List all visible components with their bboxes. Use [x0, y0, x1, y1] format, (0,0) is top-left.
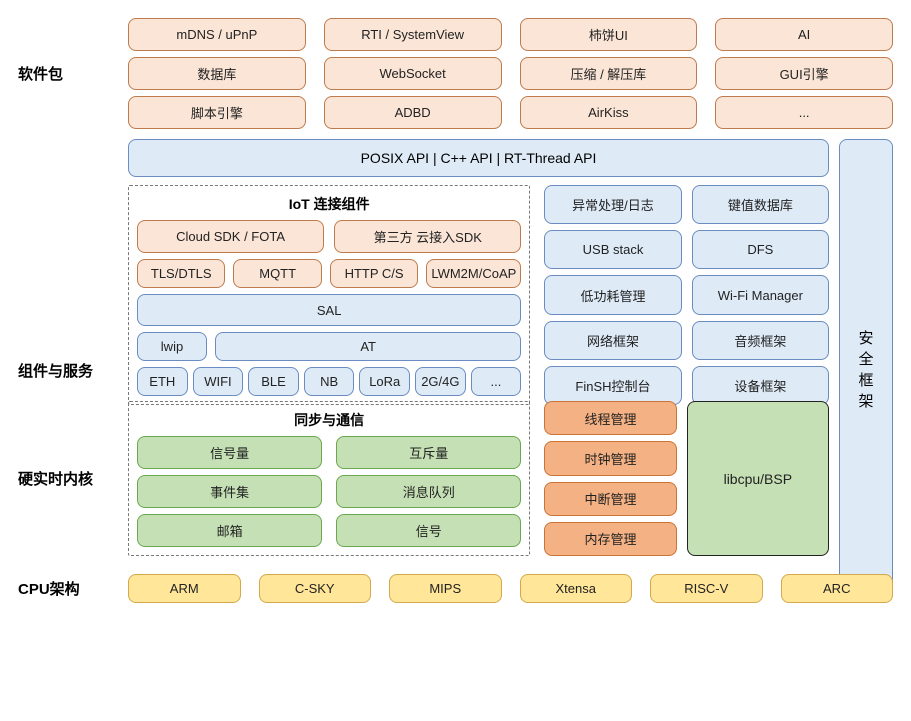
pkg-cell: 压缩 / 解压库: [520, 57, 698, 90]
iot-phy: ETH: [137, 367, 188, 396]
sync-cell: 信号量: [137, 436, 322, 469]
sync-cell: 邮箱: [137, 514, 322, 547]
row-kernel: 硬实时内核 同步与通信 信号量 事件集 邮箱 互斥量 消息队列 信号: [18, 401, 829, 556]
iot-phy: BLE: [248, 367, 299, 396]
kernel-cell: 中断管理: [544, 482, 676, 516]
iot-sal: SAL: [137, 294, 521, 326]
iot-phy: NB: [304, 367, 355, 396]
kernel-content: 同步与通信 信号量 事件集 邮箱 互斥量 消息队列 信号: [128, 401, 829, 556]
pkg-cell: AI: [715, 18, 893, 51]
pkg-cell: WebSocket: [324, 57, 502, 90]
security-text: 安 全 框 架: [858, 328, 873, 412]
libcpu-pill: libcpu/BSP: [687, 401, 829, 556]
kernel-cell: 内存管理: [544, 522, 676, 556]
cpu-grid: ARM C-SKY MIPS Xtensa RISC-V ARC: [128, 574, 893, 603]
pkg-cell: mDNS / uPnP: [128, 18, 306, 51]
svc-cell: FinSH控制台: [544, 366, 681, 405]
iot-phy: LoRa: [359, 367, 410, 396]
row-cpu: CPU架构 ARM C-SKY MIPS Xtensa RISC-V ARC: [18, 574, 893, 603]
kernel-cell: 线程管理: [544, 401, 676, 435]
svc-cell: 音频框架: [692, 321, 829, 360]
pkg-cell: GUI引擎: [715, 57, 893, 90]
iot-title: IoT 连接组件: [137, 192, 521, 220]
pkg-cell: AirKiss: [520, 96, 698, 129]
label-cpu: CPU架构: [18, 574, 128, 603]
pkg-cell: 柿饼UI: [520, 18, 698, 51]
sync-box: 同步与通信 信号量 事件集 邮箱 互斥量 消息队列 信号: [128, 401, 530, 556]
iot-cell: MQTT: [233, 259, 321, 288]
label-kernel: 硬实时内核: [18, 401, 128, 556]
sync-cell: 消息队列: [336, 475, 521, 508]
svc-cell: USB stack: [544, 230, 681, 269]
iot-cell: 第三方 云接入SDK: [334, 220, 521, 253]
iot-lwip: lwip: [137, 332, 207, 361]
cpu-cell: C-SKY: [259, 574, 372, 603]
svc-cell: 网络框架: [544, 321, 681, 360]
iot-cell: TLS/DTLS: [137, 259, 225, 288]
svc-cell: 设备框架: [692, 366, 829, 405]
svc-cell: Wi-Fi Manager: [692, 275, 829, 314]
packages-grid: mDNS / uPnP RTI / SystemView 柿饼UI AI 数据库…: [128, 18, 893, 129]
iot-at: AT: [215, 332, 521, 361]
iot-cell: HTTP C/S: [330, 259, 418, 288]
cpu-cell: MIPS: [389, 574, 502, 603]
api-bar: POSIX API | C++ API | RT-Thread API: [128, 139, 829, 177]
iot-phy: ...: [471, 367, 522, 396]
svc-cell: 键值数据库: [692, 185, 829, 224]
sync-cell: 事件集: [137, 475, 322, 508]
pkg-cell: RTI / SystemView: [324, 18, 502, 51]
cpu-cell: Xtensa: [520, 574, 633, 603]
pkg-cell: ...: [715, 96, 893, 129]
iot-phy: 2G/4G: [415, 367, 466, 396]
cpu-cell: ARC: [781, 574, 894, 603]
svc-cell: 异常处理/日志: [544, 185, 681, 224]
pkg-cell: 脚本引擎: [128, 96, 306, 129]
iot-phy: WIFI: [193, 367, 244, 396]
sync-title: 同步与通信: [137, 408, 521, 436]
cpu-cell: ARM: [128, 574, 241, 603]
security-pill: 安 全 框 架: [839, 139, 893, 601]
pkg-cell: 数据库: [128, 57, 306, 90]
kernel-cell: 时钟管理: [544, 441, 676, 475]
row-packages: 软件包 mDNS / uPnP RTI / SystemView 柿饼UI AI…: [18, 18, 893, 129]
sync-cell: 信号: [336, 514, 521, 547]
label-packages: 软件包: [18, 18, 128, 129]
sync-cell: 互斥量: [336, 436, 521, 469]
iot-cell: Cloud SDK / FOTA: [137, 220, 324, 253]
iot-cell: LWM2M/CoAP: [426, 259, 521, 288]
svc-cell: 低功耗管理: [544, 275, 681, 314]
svc-cell: DFS: [692, 230, 829, 269]
iot-box: IoT 连接组件 Cloud SDK / FOTA 第三方 云接入SDK TLS…: [128, 185, 530, 405]
cpu-cell: RISC-V: [650, 574, 763, 603]
pkg-cell: ADBD: [324, 96, 502, 129]
